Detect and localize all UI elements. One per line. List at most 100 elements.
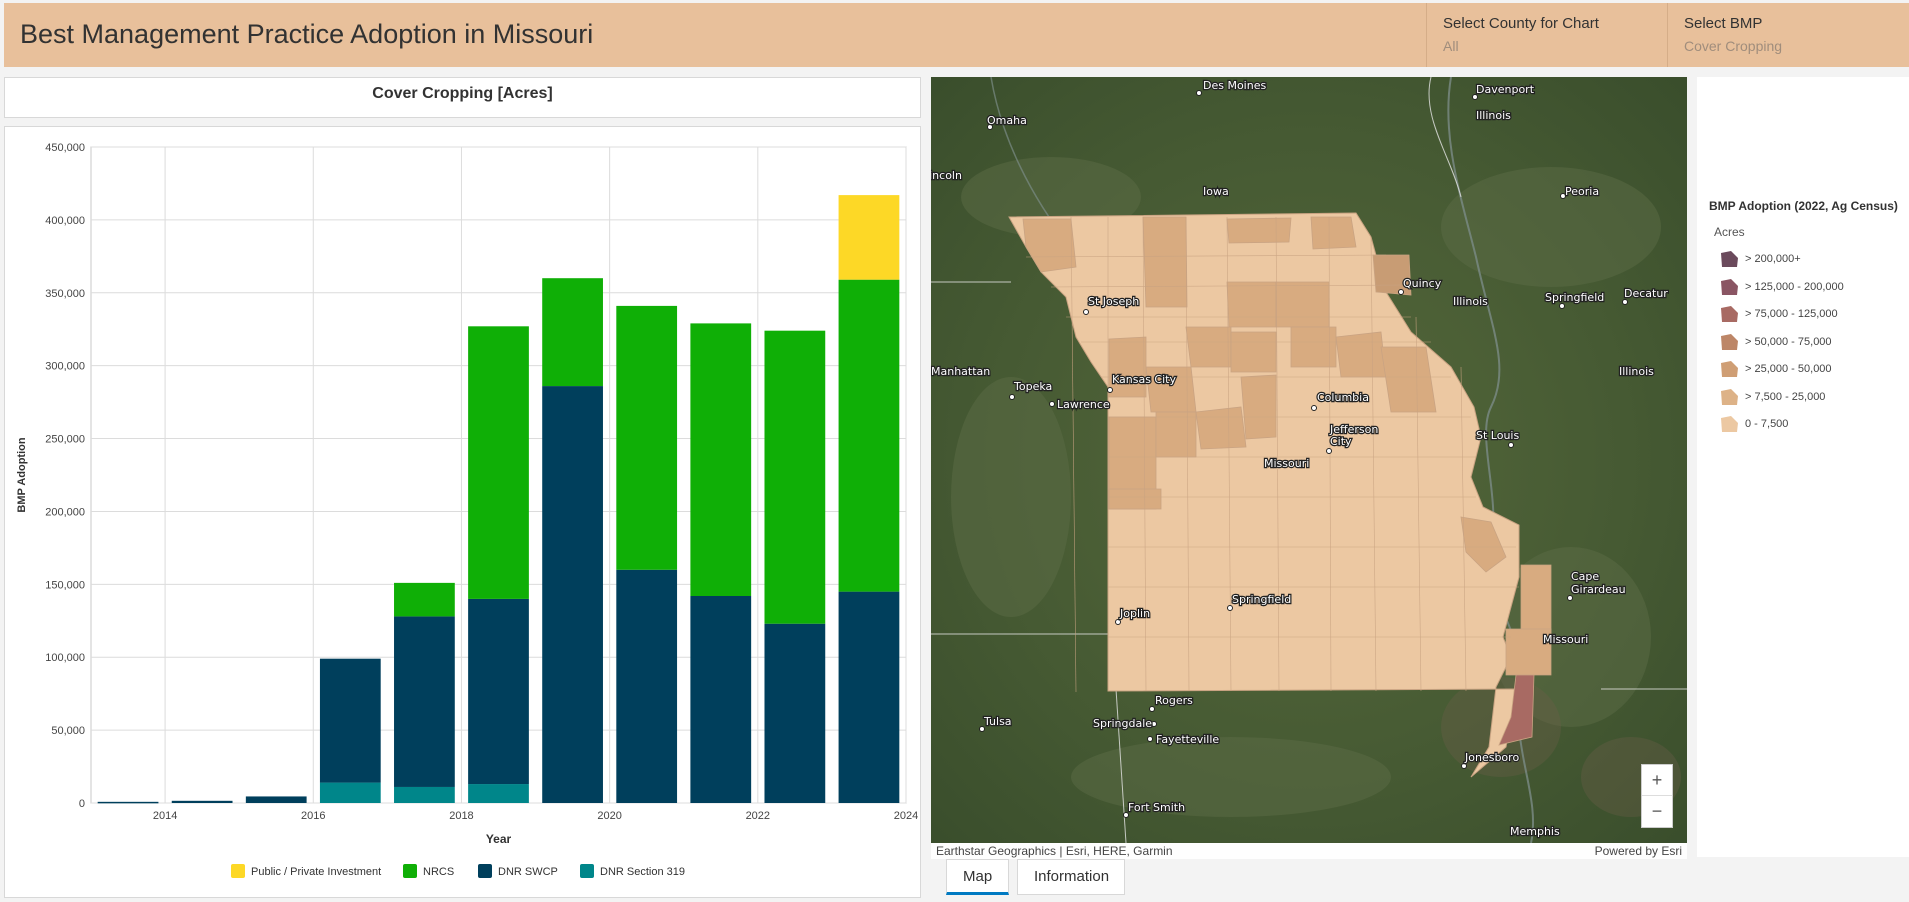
- map-label: Manhattan: [931, 365, 990, 378]
- legend-swatch: [1721, 251, 1738, 267]
- map-label: Missouri: [1543, 633, 1588, 646]
- y-tick-label: 150,000: [45, 579, 85, 591]
- bar-segment: [468, 326, 529, 599]
- map-label: St Joseph: [1088, 295, 1139, 308]
- y-tick-label: 50,000: [51, 725, 85, 737]
- map-label: Rogers: [1155, 694, 1193, 707]
- chart-panel: 0 50,000 100,000 150,000 200,000 250,000 300,0…: [4, 126, 921, 898]
- legend-title: BMP Adoption (2022, Ag Census): [1709, 199, 1898, 213]
- chart-legend-swatch: [403, 864, 417, 878]
- map-label: Jonesboro: [1464, 751, 1519, 764]
- county-select-value[interactable]: All: [1443, 38, 1459, 54]
- bar-segment: [764, 623, 826, 803]
- zoom-in-button[interactable]: +: [1642, 765, 1672, 796]
- bar-segment: [171, 800, 233, 803]
- map-label: Davenport: [1476, 83, 1535, 96]
- map-label: Memphis: [1510, 825, 1560, 838]
- legend-label: > 75,000 - 125,000: [1745, 308, 1838, 320]
- map-label: Decatur: [1624, 287, 1668, 300]
- legend-swatch: [1721, 416, 1738, 432]
- bar-segment: [542, 386, 603, 803]
- chart-legend-label: NRCS: [423, 866, 454, 878]
- bmp-select[interactable]: Select BMP Cover Cropping: [1667, 3, 1909, 67]
- bar-segment: [542, 278, 603, 387]
- map-legend: BMP Adoption (2022, Ag Census) Acres > 2…: [1697, 77, 1909, 857]
- map-label: Illinois: [1619, 365, 1654, 378]
- legend-label: > 125,000 - 200,000: [1745, 280, 1844, 293]
- chart-legend-label: DNR Section 319: [600, 866, 685, 878]
- bar-segment: [838, 591, 900, 803]
- map-label: Joplin: [1119, 607, 1150, 620]
- y-tick-label: 400,000: [45, 215, 85, 227]
- bar-segment: [468, 784, 529, 803]
- x-tick-label: 2018: [449, 810, 473, 822]
- legend-swatch: [1721, 306, 1738, 322]
- y-tick-label: 300,000: [45, 361, 85, 373]
- county-select-label: Select County for Chart: [1443, 15, 1599, 32]
- x-tick-label: 2014: [153, 810, 177, 822]
- legend-label: > 25,000 - 50,000: [1745, 363, 1832, 375]
- chart-legend-label: Public / Private Investment: [251, 866, 381, 878]
- bmp-select-value[interactable]: Cover Cropping: [1684, 38, 1783, 54]
- map-label: Omaha: [987, 114, 1027, 127]
- y-tick-label: 350,000: [45, 288, 85, 300]
- y-tick-label: 0: [79, 798, 85, 810]
- map-label: Illinois: [1476, 109, 1511, 122]
- zoom-control: + −: [1641, 764, 1673, 828]
- legend-label: 0 - 7,500: [1745, 418, 1789, 430]
- missouri-choropleth[interactable]: [1008, 212, 1552, 778]
- powered-by-esri[interactable]: Powered by Esri: [1594, 844, 1682, 858]
- bar-segment: [616, 569, 678, 803]
- tab-information[interactable]: Information: [1017, 859, 1125, 895]
- attribution-text: Earthstar Geographics | Esri, HERE, Garm…: [936, 844, 1173, 858]
- map-label: Fayetteville: [1156, 733, 1219, 746]
- map-label: St Louis: [1476, 429, 1519, 442]
- y-tick-label: 200,000: [45, 506, 85, 518]
- x-tick-label: 2020: [597, 810, 621, 822]
- map-label: Missouri: [1264, 457, 1309, 470]
- y-tick-label: 250,000: [45, 434, 85, 446]
- bar-segment: [319, 782, 381, 803]
- county-select[interactable]: Select County for Chart All: [1426, 3, 1627, 67]
- x-axis-label: Year: [486, 832, 512, 846]
- map-canvas[interactable]: Des Moines Davenport Illinois Omaha Linc…: [931, 77, 1687, 843]
- app-title: Best Management Practice Adoption in Mis…: [20, 19, 594, 49]
- map-label: Columbia: [1317, 391, 1369, 404]
- map-label: Lincoln: [931, 169, 962, 182]
- map-label: Illinois: [1453, 295, 1488, 308]
- map-label: Lawrence: [1057, 398, 1110, 411]
- bar-segment: [394, 786, 455, 803]
- bmp-select-label: Select BMP: [1684, 15, 1763, 32]
- legend-label: > 50,000 - 75,000: [1745, 335, 1832, 348]
- map-label: Springdale: [1093, 717, 1152, 730]
- map-label: Topeka: [1013, 380, 1052, 393]
- map-label: Des Moines: [1203, 79, 1266, 92]
- bar-segment: [319, 658, 381, 783]
- stacked-bar-chart: 0 50,000 100,000 150,000 200,000 250,000 300,0…: [16, 142, 918, 878]
- zoom-out-button[interactable]: −: [1651, 801, 1663, 821]
- chart-legend-label: DNR SWCP: [498, 866, 558, 878]
- map-label: Jefferson: [1329, 423, 1378, 436]
- bar-segment: [245, 796, 307, 803]
- legend-swatch: [1721, 361, 1738, 377]
- y-tick-label: 100,000: [45, 652, 85, 664]
- bar-segment: [690, 595, 752, 803]
- chart-legend-swatch: [580, 864, 594, 878]
- map-label: City: [1330, 435, 1352, 448]
- map-label: Girardeau: [1571, 583, 1626, 596]
- bar-segment: [764, 330, 826, 624]
- bar-segment: [468, 598, 529, 785]
- app-header: Best Management Practice Adoption in Mis…: [4, 3, 1909, 67]
- map-attribution: Earthstar Geographics | Esri, HERE, Garm…: [931, 843, 1687, 859]
- map-view[interactable]: Des Moines Davenport Illinois Omaha Linc…: [931, 77, 1687, 843]
- map-label: Iowa: [1203, 185, 1229, 198]
- chart-title: Cover Cropping [Acres]: [4, 77, 921, 118]
- bar-segment: [690, 323, 752, 596]
- x-tick-label: 2024: [894, 810, 918, 822]
- bottom-tabs: Map Information: [931, 859, 1909, 900]
- map-label: Peoria: [1565, 185, 1599, 198]
- map-label: Cape: [1571, 570, 1599, 583]
- map-label: Fort Smith: [1128, 801, 1185, 814]
- tab-map[interactable]: Map: [946, 859, 1009, 895]
- legend-subtitle: Acres: [1714, 225, 1745, 239]
